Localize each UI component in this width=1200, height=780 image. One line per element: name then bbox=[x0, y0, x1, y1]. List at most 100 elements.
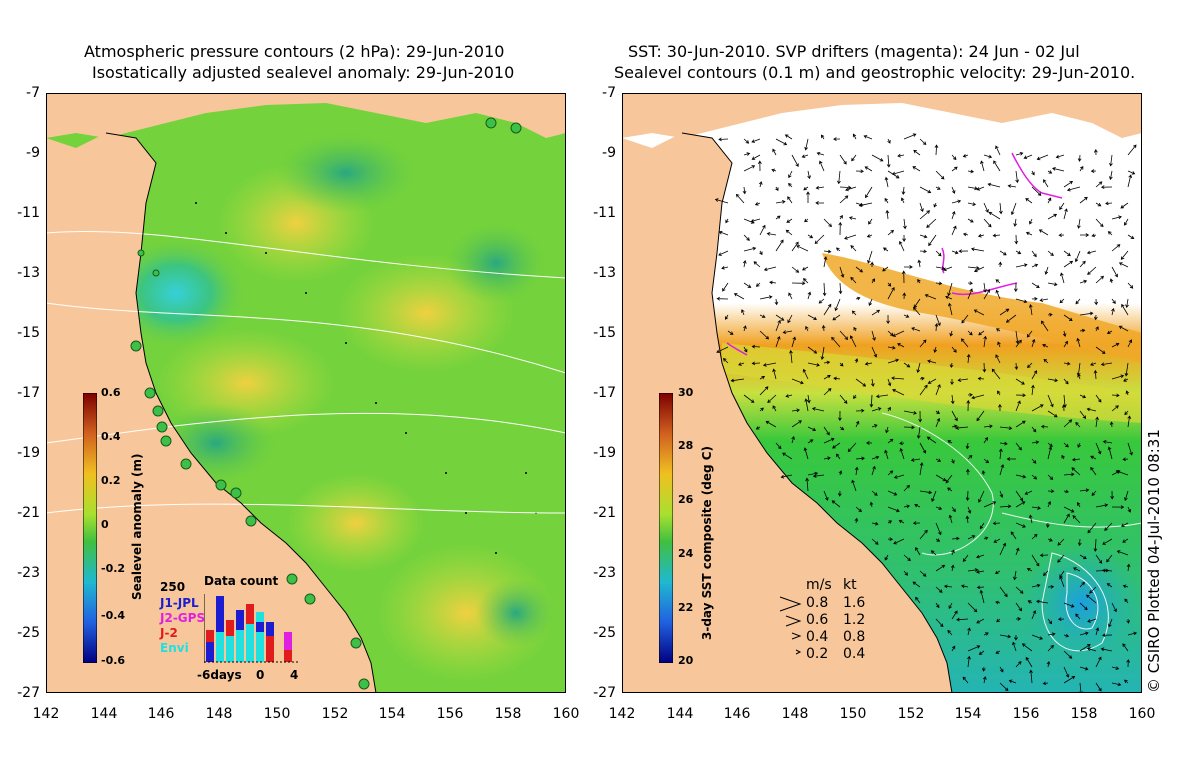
velocity-arrow bbox=[983, 289, 990, 300]
velocity-arrow bbox=[718, 250, 729, 256]
velocity-arrow bbox=[967, 288, 973, 300]
velocity-arrow bbox=[816, 151, 825, 156]
velocity-arrow bbox=[836, 453, 841, 460]
right-ytick-3: -13 bbox=[593, 265, 616, 281]
velocity-arrow bbox=[1079, 631, 1089, 636]
velocity-arrow bbox=[1086, 647, 1097, 652]
velocity-arrow bbox=[1015, 339, 1022, 348]
velocity-arrow bbox=[823, 360, 831, 365]
velocity-arrow bbox=[788, 183, 793, 188]
velocity-arrow bbox=[903, 484, 910, 492]
velocity-arrow bbox=[951, 210, 956, 220]
velocity-arrow bbox=[758, 181, 763, 188]
velocity-arrow bbox=[838, 221, 843, 236]
velocity-arrow bbox=[1079, 602, 1088, 611]
velocity-arrow bbox=[935, 314, 941, 327]
velocity-arrow bbox=[718, 137, 729, 142]
velocity-arrow bbox=[855, 456, 865, 461]
velocity-arrow bbox=[1038, 229, 1049, 236]
velocity-arrow bbox=[1091, 490, 1097, 496]
velocity-arrow bbox=[864, 361, 873, 366]
velocity-arrow bbox=[1109, 170, 1113, 181]
velocity-arrow bbox=[1040, 424, 1049, 429]
velocity-arrow bbox=[1047, 312, 1053, 317]
velocity-arrow bbox=[926, 218, 937, 228]
velocity-arrow bbox=[804, 218, 809, 223]
velocity-arrow bbox=[759, 330, 770, 340]
velocity-arrow bbox=[882, 266, 889, 272]
velocity-key-kt-1: 1.2 bbox=[843, 612, 866, 628]
velocity-arrow bbox=[1111, 266, 1118, 278]
velocity-arrow bbox=[871, 330, 876, 341]
velocity-arrow bbox=[869, 394, 874, 408]
velocity-arrow bbox=[999, 308, 1010, 316]
velocity-arrow bbox=[1126, 618, 1131, 624]
velocity-arrow bbox=[855, 420, 860, 428]
velocity-arrow bbox=[945, 295, 953, 300]
velocity-arrow bbox=[750, 218, 761, 223]
velocity-arrow bbox=[973, 309, 985, 316]
velocity-arrow bbox=[887, 282, 892, 287]
velocity-arrow bbox=[935, 618, 944, 628]
velocity-arrow bbox=[983, 436, 989, 444]
velocity-arrow bbox=[833, 137, 841, 141]
velocity-arrow bbox=[976, 554, 985, 559]
velocity-arrow bbox=[1111, 307, 1115, 316]
velocity-arrow bbox=[832, 314, 841, 321]
velocity-arrow bbox=[948, 514, 953, 524]
velocity-arrow bbox=[807, 291, 812, 300]
velocity-arrow bbox=[976, 618, 985, 624]
velocity-arrow bbox=[823, 256, 828, 268]
velocity-arrow bbox=[934, 144, 939, 156]
left-ytick-3: -13 bbox=[17, 265, 40, 281]
velocity-arrow bbox=[1111, 666, 1120, 670]
velocity-arrow bbox=[823, 388, 832, 396]
velocity-arrow bbox=[759, 386, 769, 396]
velocity-arrow bbox=[1087, 618, 1097, 623]
velocity-arrow bbox=[885, 426, 889, 434]
velocity-arrow bbox=[791, 266, 800, 273]
velocity-arrow bbox=[757, 160, 762, 172]
velocity-arrow bbox=[983, 218, 992, 228]
velocity-arrow bbox=[1071, 457, 1081, 462]
velocity-arrow bbox=[1044, 266, 1049, 275]
velocity-arrow bbox=[891, 376, 905, 381]
velocity-arrow bbox=[759, 376, 766, 380]
velocity-arrow bbox=[1094, 298, 1099, 306]
velocity-arrow bbox=[787, 314, 793, 324]
velocity-arrow bbox=[902, 234, 906, 242]
sst-colorbar bbox=[659, 393, 673, 663]
velocity-arrow bbox=[971, 394, 985, 400]
velocity-arrow bbox=[1111, 298, 1116, 305]
velocity-arrow bbox=[1028, 514, 1033, 524]
velocity-arrow bbox=[998, 261, 1003, 268]
right-title-line2: Sealevel contours (0.1 m) and geostrophi… bbox=[614, 63, 1136, 82]
velocity-arrow bbox=[823, 490, 829, 501]
velocity-arrow bbox=[1039, 298, 1049, 302]
velocity-arrow bbox=[1061, 454, 1065, 460]
velocity-arrow bbox=[983, 458, 990, 464]
velocity-arrow bbox=[948, 302, 953, 316]
velocity-arrow bbox=[996, 618, 1001, 623]
velocity-arrow bbox=[1079, 196, 1088, 204]
velocity-arrow bbox=[978, 650, 985, 655]
velocity-arrow bbox=[1047, 538, 1053, 542]
velocity-arrow bbox=[982, 676, 987, 684]
velocity-arrow bbox=[1008, 679, 1017, 684]
velocity-arrow bbox=[898, 240, 905, 252]
velocity-arrow bbox=[1125, 390, 1130, 396]
velocity-arrow bbox=[871, 278, 876, 284]
velocity-arrow bbox=[1100, 362, 1113, 367]
velocity-arrow bbox=[995, 650, 1001, 654]
velocity-arrow bbox=[915, 547, 921, 556]
velocity-arrow bbox=[1031, 440, 1040, 445]
velocity-arrow bbox=[1031, 610, 1037, 620]
velocity-arrow bbox=[1095, 656, 1102, 668]
velocity-arrow bbox=[775, 239, 784, 252]
velocity-arrow bbox=[1074, 250, 1081, 263]
velocity-arrow bbox=[1118, 325, 1129, 332]
velocity-arrow bbox=[807, 426, 817, 432]
sealevel-anomaly-map bbox=[46, 93, 566, 693]
sla-tick-1: 0.4 bbox=[101, 430, 121, 443]
velocity-arrow bbox=[916, 426, 921, 439]
